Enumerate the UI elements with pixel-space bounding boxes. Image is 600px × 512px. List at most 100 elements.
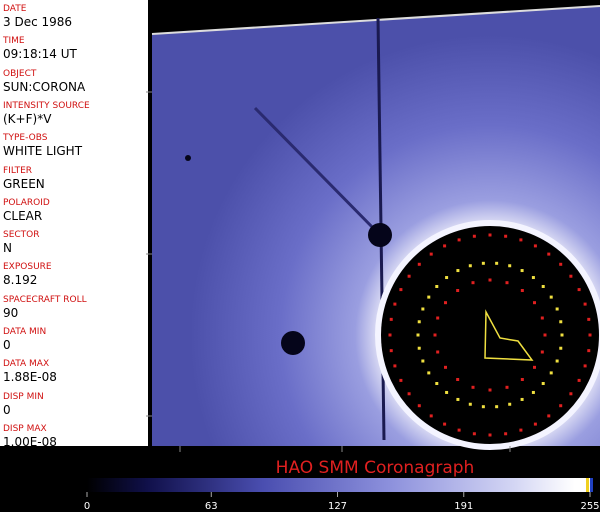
dot: [427, 295, 431, 299]
dot: [519, 428, 523, 432]
dot: [520, 269, 524, 273]
field-value: N: [3, 241, 12, 256]
dot: [457, 428, 461, 432]
dot: [468, 402, 472, 406]
field-label: DATE: [3, 4, 27, 14]
dot: [577, 288, 581, 292]
dot: [549, 295, 553, 299]
field: DISP MAX 1.00E-08: [3, 424, 57, 449]
dot: [569, 274, 573, 278]
dot: [472, 234, 476, 238]
dot: [508, 402, 512, 406]
dot: [481, 405, 485, 409]
dot: [547, 252, 551, 256]
colorbar: [87, 478, 590, 492]
dot: [456, 269, 460, 273]
dot: [443, 244, 447, 248]
dot: [559, 320, 563, 324]
dot: [569, 392, 573, 396]
dot: [407, 274, 411, 278]
info-panel: DATE 3 Dec 1986 TIME 09:18:14 UT OBJECT SUN:C…: [0, 0, 148, 449]
field-label: SECTOR: [3, 230, 40, 241]
field-label: TIME: [3, 36, 25, 47]
dot: [533, 244, 537, 248]
dot: [389, 317, 393, 321]
dot: [505, 281, 509, 285]
field: DATE 3 Dec 1986: [3, 4, 72, 29]
dot: [456, 397, 460, 401]
dot: [543, 333, 547, 337]
field: SPACECRAFT ROLL 90: [3, 295, 87, 320]
dot: [488, 233, 492, 237]
dot: [541, 382, 545, 386]
field-label: TYPE-OBS: [3, 133, 48, 144]
dot: [540, 316, 544, 320]
dot: [549, 371, 553, 375]
dot: [583, 364, 587, 368]
dot: [399, 288, 403, 292]
dot: [532, 301, 536, 305]
dot: [436, 316, 440, 320]
field: POLAROID CLEAR: [3, 198, 50, 223]
dot: [457, 238, 461, 242]
dot: [520, 397, 524, 401]
occulting-disk: [375, 220, 600, 450]
colorbar-tick-label: 191: [454, 501, 473, 512]
field-label: DISP MAX: [3, 423, 47, 434]
dot: [471, 385, 475, 389]
dot: [587, 317, 591, 321]
field-value: 0: [3, 402, 11, 417]
dot: [541, 284, 545, 288]
dot: [488, 278, 492, 282]
dot: [560, 333, 564, 337]
dot: [456, 289, 460, 293]
dot: [488, 433, 492, 437]
field-label: DISP MIN: [3, 391, 44, 402]
dot: [421, 307, 425, 311]
dot: [445, 390, 449, 394]
field-value: 09:18:14 UT: [3, 47, 77, 62]
colorbar-tick-label: 255: [580, 501, 599, 512]
dot: [488, 388, 492, 392]
field: SECTOR N: [3, 230, 40, 255]
colorbar-tick-label: 127: [328, 501, 347, 512]
dot: [416, 333, 420, 337]
dot: [531, 390, 535, 394]
colorbar-end: [590, 478, 593, 492]
spot: [185, 155, 191, 161]
field-value: 1.00E-08: [3, 434, 57, 449]
dot: [472, 432, 476, 436]
field: TIME 09:18:14 UT: [3, 36, 77, 61]
field-label: INTENSITY SOURCE: [3, 100, 90, 111]
dot: [531, 276, 535, 280]
dot: [443, 422, 447, 426]
dot: [393, 302, 397, 306]
dot: [559, 262, 563, 266]
marker: [484, 309, 534, 361]
field-label: DATA MIN: [3, 327, 47, 337]
dot: [532, 365, 536, 369]
dot: [445, 276, 449, 280]
dot: [456, 377, 460, 381]
dot: [495, 405, 499, 409]
field: DISP MIN 0: [3, 392, 44, 417]
dot: [407, 392, 411, 396]
title: HAO SMM Coronagraph: [276, 458, 475, 478]
field-value: 1.88E-08: [3, 370, 57, 385]
dot: [417, 404, 421, 408]
field: OBJECT SUN:CORONA: [3, 69, 85, 94]
dot: [435, 382, 439, 386]
field: DATA MAX 1.88E-08: [3, 359, 57, 384]
dot: [520, 377, 524, 381]
colorbar-end: [586, 478, 589, 492]
dot: [429, 252, 433, 256]
dot: [559, 404, 563, 408]
dot: [588, 333, 592, 337]
dot: [504, 432, 508, 436]
dot: [393, 364, 397, 368]
dot: [388, 333, 392, 337]
dot: [471, 281, 475, 285]
field-label: DATA MAX: [3, 359, 50, 370]
